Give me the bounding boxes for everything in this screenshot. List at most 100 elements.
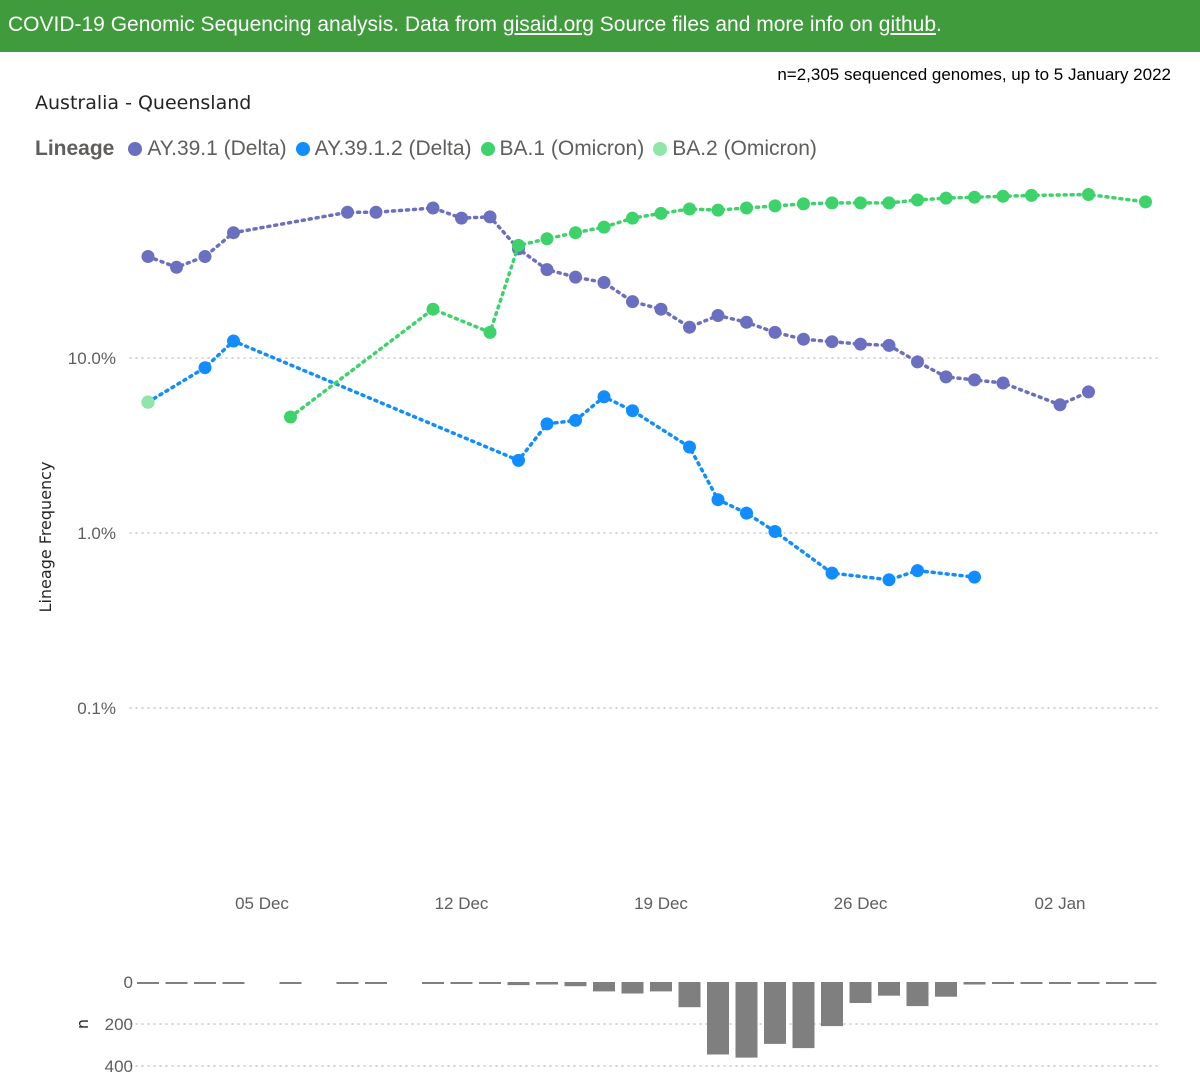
histogram-bar	[1020, 982, 1043, 984]
legend-item-ba2[interactable]: BA.2 (Omicron)	[653, 137, 817, 161]
data-point	[825, 566, 839, 580]
github-link[interactable]: github	[878, 13, 936, 36]
data-point	[654, 302, 668, 316]
histogram-bar	[507, 982, 530, 986]
x-tick-label: 19 Dec	[634, 894, 688, 913]
histogram-bar	[536, 982, 558, 985]
histogram-bar	[935, 982, 957, 997]
histogram-bar	[764, 982, 786, 1044]
data-point	[1082, 385, 1095, 399]
data-point	[939, 370, 953, 384]
data-point	[540, 232, 554, 246]
data-point	[426, 201, 440, 215]
histogram-bar	[906, 982, 929, 1007]
histogram-bar	[479, 982, 501, 984]
series-0	[141, 201, 1095, 412]
data-point	[711, 203, 725, 217]
legend-label: AY.39.1.2 (Delta)	[314, 137, 472, 160]
data-point	[1053, 398, 1067, 412]
histogram-bar	[194, 982, 216, 984]
data-point	[597, 276, 611, 289]
x-tick-label: 26 Dec	[834, 894, 888, 913]
series-line	[146, 338, 977, 582]
data-point	[1139, 195, 1152, 209]
data-point	[911, 193, 924, 207]
data-point	[569, 226, 582, 240]
series-line	[288, 192, 1148, 419]
histogram-bar	[650, 982, 672, 992]
histogram-y-tick-label: 200	[105, 1015, 133, 1034]
series-1	[141, 334, 981, 587]
data-point	[711, 309, 725, 322]
histogram-bar	[849, 982, 872, 1003]
data-point	[626, 404, 639, 418]
banner-text-3: .	[936, 13, 942, 36]
data-point	[198, 250, 212, 263]
histogram-y-axis-label: n	[73, 1019, 92, 1029]
data-point	[968, 570, 981, 584]
data-point	[996, 376, 1010, 390]
legend-item-ay391[interactable]: AY.39.1 (Delta)	[128, 137, 287, 161]
data-point	[512, 453, 525, 467]
histogram-bar	[165, 982, 188, 984]
histogram-bar	[1049, 982, 1071, 984]
histogram-y-tick-label: 400	[105, 1057, 133, 1076]
data-point	[569, 270, 582, 284]
histogram-bar	[422, 982, 444, 984]
chart-legend: Lineage AY.39.1 (Delta) AY.39.1.2 (Delta…	[35, 137, 826, 161]
data-point	[284, 410, 297, 424]
header-banner: COVID-19 Genomic Sequencing analysis. Da…	[0, 0, 1200, 52]
data-point	[540, 417, 554, 431]
gisaid-link[interactable]: gisaid.org	[502, 13, 594, 36]
legend-title: Lineage	[35, 137, 115, 160]
histogram-bar	[621, 982, 644, 994]
data-point	[797, 197, 810, 211]
data-point	[768, 525, 782, 538]
histogram-bar	[963, 982, 986, 985]
y-tick-label: 10.0%	[68, 349, 116, 368]
data-point	[426, 302, 440, 316]
histogram-bar	[678, 982, 701, 1008]
genome-count-subtitle: n=2,305 sequenced genomes, up to 5 Janua…	[777, 65, 1171, 84]
y-tick-label: 0.1%	[77, 699, 116, 718]
histogram-bar	[992, 982, 1014, 984]
data-point	[740, 315, 753, 329]
data-point	[996, 189, 1010, 203]
data-point	[825, 196, 839, 210]
histogram-bar	[707, 982, 729, 1055]
histogram-y-tick-label: 0	[124, 973, 133, 992]
banner-text-2: Source files and more info on	[593, 13, 879, 36]
histogram-bar	[365, 982, 387, 984]
data-point	[597, 220, 611, 234]
data-point	[711, 493, 725, 507]
series-2	[284, 188, 1152, 424]
legend-item-ba1[interactable]: BA.1 (Omicron)	[480, 137, 645, 161]
data-point	[141, 395, 155, 409]
data-point	[1025, 188, 1038, 202]
histogram-bar	[336, 982, 359, 984]
histogram-bar	[735, 982, 758, 1058]
legend-item-ay3912[interactable]: AY.39.1.2 (Delta)	[295, 137, 472, 161]
data-point	[911, 355, 924, 369]
histogram-bar	[279, 982, 302, 984]
data-point	[369, 205, 383, 219]
data-point	[683, 440, 696, 454]
data-point	[854, 196, 867, 210]
histogram-bar	[1077, 982, 1100, 984]
data-point	[227, 226, 240, 240]
data-point	[141, 250, 155, 263]
data-point	[483, 325, 497, 339]
data-point	[683, 202, 696, 216]
data-point	[797, 332, 810, 346]
x-tick-label: 02 Jan	[1034, 894, 1085, 913]
data-point	[825, 335, 839, 349]
data-point	[626, 211, 639, 225]
data-point	[626, 295, 639, 309]
y-axis-label: Lineage Frequency	[36, 462, 55, 613]
data-point	[968, 373, 981, 387]
data-point	[854, 337, 867, 351]
legend-marker	[653, 142, 668, 156]
data-point	[968, 190, 981, 204]
legend-label: BA.1 (Omicron)	[499, 137, 645, 160]
histogram-bar	[450, 982, 473, 984]
